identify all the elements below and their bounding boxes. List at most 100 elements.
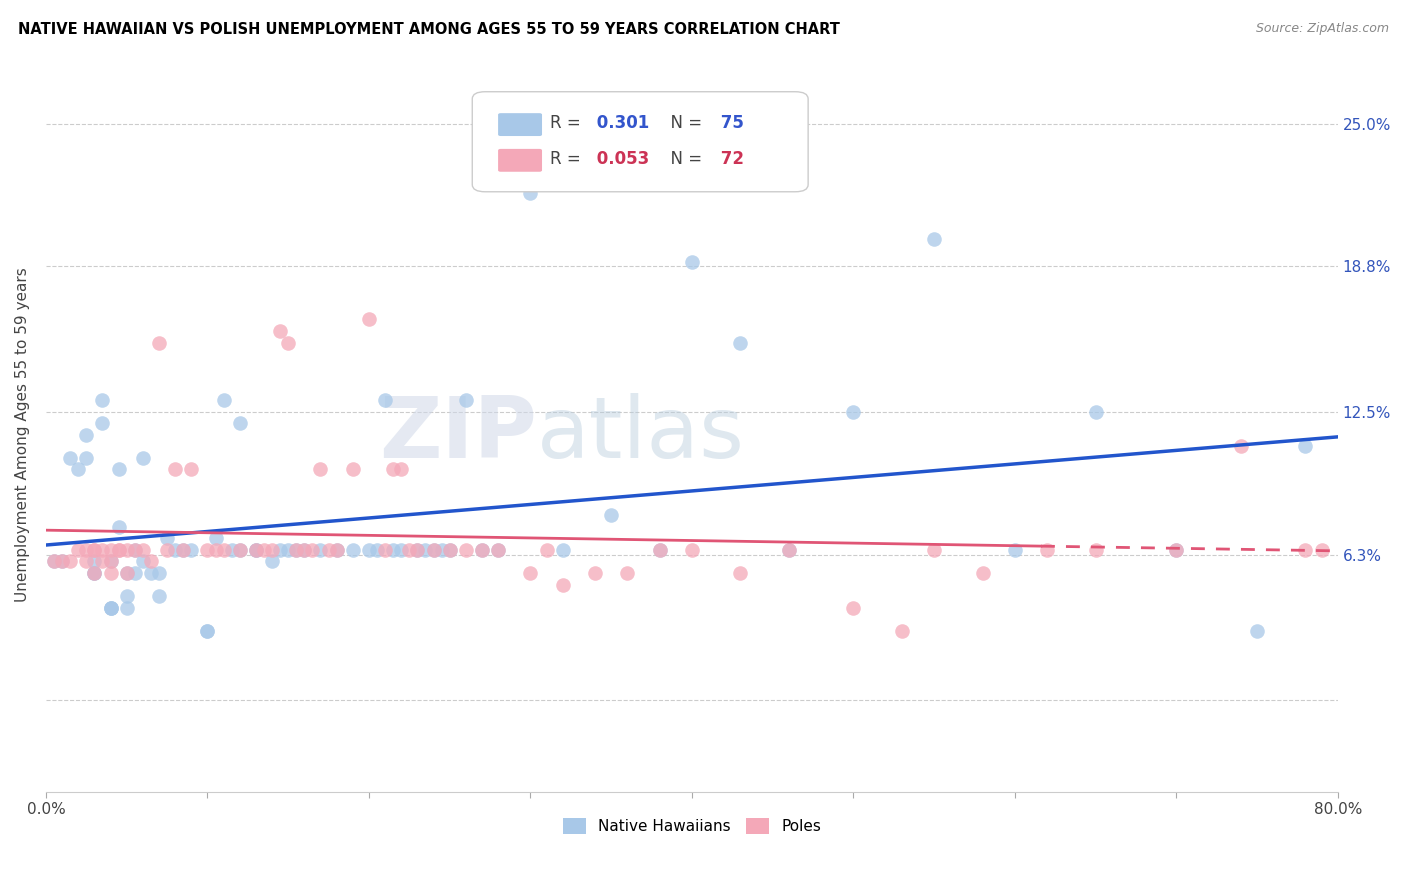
Point	[197, 543, 219, 558]
Point	[454, 543, 477, 558]
Point	[165, 462, 187, 476]
Point	[285, 543, 308, 558]
Point	[600, 508, 623, 523]
Point	[681, 543, 703, 558]
Text: 72: 72	[716, 150, 744, 168]
Point	[132, 450, 155, 465]
Point	[366, 543, 388, 558]
Point	[132, 554, 155, 568]
Point	[221, 543, 243, 558]
Point	[83, 566, 105, 580]
Point	[342, 462, 364, 476]
Point	[156, 532, 179, 546]
Point	[91, 543, 114, 558]
Point	[430, 543, 453, 558]
Point	[439, 543, 461, 558]
Point	[148, 589, 170, 603]
Point	[115, 543, 138, 558]
Text: 0.053: 0.053	[591, 150, 650, 168]
Point	[269, 324, 291, 338]
Point	[778, 543, 800, 558]
Point	[551, 543, 574, 558]
Point	[519, 186, 541, 200]
Point	[67, 462, 90, 476]
Point	[67, 543, 90, 558]
Point	[260, 543, 283, 558]
Point	[51, 554, 73, 568]
Point	[1294, 543, 1316, 558]
Point	[124, 566, 146, 580]
Point	[42, 554, 65, 568]
Point	[357, 312, 380, 326]
Point	[204, 532, 226, 546]
Point	[1246, 624, 1268, 638]
Point	[374, 393, 396, 408]
Point	[422, 543, 444, 558]
Point	[124, 543, 146, 558]
Text: 75: 75	[716, 114, 744, 132]
Text: NATIVE HAWAIIAN VS POLISH UNEMPLOYMENT AMONG AGES 55 TO 59 YEARS CORRELATION CHA: NATIVE HAWAIIAN VS POLISH UNEMPLOYMENT A…	[18, 22, 841, 37]
Point	[139, 566, 162, 580]
Point	[536, 543, 558, 558]
Point	[132, 543, 155, 558]
Point	[292, 543, 315, 558]
Text: R =: R =	[550, 150, 586, 168]
Point	[107, 520, 129, 534]
Point	[357, 543, 380, 558]
Point	[180, 543, 202, 558]
Point	[325, 543, 347, 558]
Point	[229, 543, 252, 558]
FancyBboxPatch shape	[498, 113, 543, 136]
Point	[245, 543, 267, 558]
Point	[292, 543, 315, 558]
Point	[100, 600, 122, 615]
Point	[648, 543, 671, 558]
Point	[730, 335, 752, 350]
Point	[389, 462, 412, 476]
Text: 0.301: 0.301	[591, 114, 650, 132]
Point	[83, 543, 105, 558]
Point	[551, 577, 574, 591]
Point	[59, 450, 82, 465]
Point	[342, 543, 364, 558]
Point	[59, 554, 82, 568]
Point	[1230, 439, 1253, 453]
Point	[197, 624, 219, 638]
Point	[100, 543, 122, 558]
Point	[100, 566, 122, 580]
Point	[245, 543, 267, 558]
Point	[51, 554, 73, 568]
Point	[91, 554, 114, 568]
Point	[1084, 543, 1107, 558]
Point	[309, 543, 332, 558]
Point	[471, 543, 494, 558]
Point	[83, 554, 105, 568]
Point	[100, 600, 122, 615]
Point	[277, 335, 299, 350]
Point	[422, 543, 444, 558]
Point	[172, 543, 194, 558]
Point	[382, 543, 405, 558]
Point	[83, 566, 105, 580]
Point	[115, 566, 138, 580]
Point	[1310, 543, 1333, 558]
Point	[100, 600, 122, 615]
Point	[83, 566, 105, 580]
Point	[301, 543, 323, 558]
Point	[1084, 404, 1107, 418]
Point	[42, 554, 65, 568]
Point	[890, 624, 912, 638]
Point	[180, 462, 202, 476]
Point	[374, 543, 396, 558]
Point	[842, 404, 865, 418]
Point	[730, 566, 752, 580]
Text: Source: ZipAtlas.com: Source: ZipAtlas.com	[1256, 22, 1389, 36]
Point	[1166, 543, 1188, 558]
Point	[83, 543, 105, 558]
Point	[922, 543, 945, 558]
Point	[197, 624, 219, 638]
Point	[115, 589, 138, 603]
Point	[415, 543, 437, 558]
Point	[269, 543, 291, 558]
Point	[107, 462, 129, 476]
